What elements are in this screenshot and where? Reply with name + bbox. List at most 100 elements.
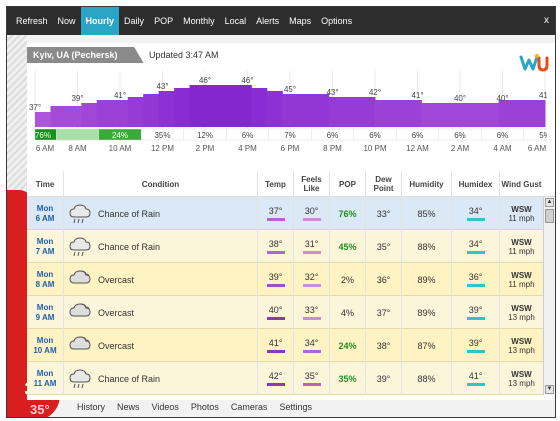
temp-label: 40° [454, 94, 466, 103]
column-header-feels[interactable]: Feels Like [293, 171, 329, 197]
menu-options[interactable]: Options [321, 16, 353, 26]
pop-value: 45% [338, 241, 357, 252]
menu-hourly[interactable]: Hourly [80, 7, 120, 35]
location-label[interactable]: Kyiv, UA (Pechersk) [27, 47, 144, 63]
cell-cond: Overcast [63, 296, 257, 329]
table-header: Time Condition Temp Feels Like POP Dew Point H… [27, 171, 555, 197]
menu-local[interactable]: Local [224, 16, 247, 26]
pop-value: 2% [340, 274, 354, 285]
row-time: 9 AM [35, 312, 55, 322]
column-header-time[interactable]: Time [35, 179, 55, 189]
table-row[interactable]: Mon 6 AM Chance of Rain 37° 30° 76% 33° 85% 34° W… [27, 197, 543, 230]
wu-logo-icon [519, 54, 549, 72]
pop-cell [56, 128, 99, 141]
menu-maps[interactable]: Maps [289, 16, 312, 26]
temp-swatch [266, 218, 285, 221]
nav-cameras[interactable]: Cameras [230, 402, 268, 412]
humidity-value: 89% [417, 274, 436, 285]
cell-hum: 89% [401, 296, 451, 329]
cell-hum: 85% [401, 197, 451, 230]
current-feels-like: 35° [30, 402, 50, 417]
scroll-down-icon[interactable]: ▼ [545, 385, 554, 394]
pop-label: 7% [284, 131, 296, 140]
time-label: 2 PM [196, 144, 215, 153]
time-label: 2 AM [451, 144, 470, 153]
column-header-hum[interactable]: Humidity [401, 171, 451, 197]
nav-photos[interactable]: Photos [190, 402, 219, 412]
nav-news[interactable]: News [117, 402, 140, 412]
time-label: 6 PM [281, 144, 300, 153]
cell-wind: WSW 11 mph [499, 263, 543, 296]
cell-time: Mon 8 AM [27, 263, 63, 296]
humidex-value: 39° [468, 338, 483, 348]
cell-wind: WSW 11 mph [499, 230, 543, 263]
scroll-up-icon[interactable]: ▲ [545, 198, 554, 207]
column-header-humidex[interactable]: Humidex [451, 171, 499, 197]
cell-time: Mon 6 AM [27, 197, 63, 230]
feels-value: 33° [304, 305, 319, 315]
temp-value: 37° [268, 206, 283, 216]
nav-settings[interactable]: Settings [279, 402, 312, 412]
pop-value: 35% [338, 373, 357, 384]
menu-now[interactable]: Now [57, 16, 76, 26]
table-row[interactable]: Mon 7 AM Chance of Rain 38° 31° 45% 35° 88% 34° W… [27, 230, 543, 263]
menu-refresh[interactable]: Refresh [16, 16, 48, 26]
table-row[interactable]: Mon 9 AM Overcast 40° 33° 4% 37° 89% 39° WSW 13 mp… [27, 296, 543, 329]
wind-gust: 13 mph [508, 345, 535, 355]
cell-feels: 31° [293, 230, 329, 263]
humidex-swatch [466, 350, 485, 353]
temp-bar [421, 103, 438, 127]
table-row[interactable]: Mon 8 AM Overcast 39° 32° 2% 36° 89% 36° WSW 11 mp… [27, 263, 543, 296]
temp-bar [344, 97, 361, 127]
humidity-value: 88% [417, 241, 436, 252]
humidity-value: 89% [417, 307, 436, 318]
temp-bar [158, 91, 175, 127]
temp-label: 46° [199, 76, 211, 85]
cell-cond: Chance of Rain [63, 362, 257, 395]
humidex-value: 34° [468, 239, 483, 249]
cell-wind: WSW 13 mph [499, 329, 543, 362]
column-header-cond[interactable]: Condition [63, 171, 257, 197]
temp-label: 41° [114, 91, 126, 100]
nav-videos[interactable]: Videos [151, 402, 179, 412]
table-row[interactable]: Mon 11 AM Chance of Rain 42° 35° 35% 39° 88% 41°… [27, 362, 543, 395]
close-button[interactable]: x [544, 15, 549, 26]
temp-bar [35, 112, 51, 127]
condition-text: Overcast [98, 274, 135, 285]
scrollbar[interactable]: ▲ ▼ [543, 197, 555, 395]
feels-swatch [302, 251, 321, 254]
temp-bar [529, 100, 546, 127]
row-time: 8 AM [35, 279, 55, 289]
wind-direction: WSW [511, 336, 532, 346]
temp-bar [375, 100, 391, 127]
menu-monthly[interactable]: Monthly [183, 16, 215, 26]
temp-bar [174, 88, 191, 127]
temp-value: 41° [268, 338, 283, 348]
row-day: Mon [36, 203, 54, 213]
feels-swatch [302, 284, 321, 287]
cell-dew: 39° [365, 362, 401, 395]
row-time: 10 AM [33, 345, 57, 355]
condition-text: Overcast [98, 307, 135, 318]
time-label: 10 AM [109, 144, 132, 153]
cell-feels: 33° [293, 296, 329, 329]
column-header-pop[interactable]: POP [329, 171, 365, 197]
menu-alerts[interactable]: Alerts [256, 16, 280, 26]
column-header-dew[interactable]: Dew Point [365, 171, 401, 197]
cell-temp: 42° [257, 362, 293, 395]
scroll-thumb[interactable] [545, 209, 554, 223]
humidex-swatch [466, 251, 485, 254]
temp-swatch [266, 284, 285, 287]
cell-temp: 41° [257, 329, 293, 362]
condition-text: Overcast [98, 340, 135, 351]
temp-label: 37° [29, 103, 41, 112]
menu-pop[interactable]: POP [154, 16, 174, 26]
nav-history[interactable]: History [77, 402, 106, 412]
table-row[interactable]: Mon 10 AM Overcast 41° 34° 24% 38° 87% 39° WSW 13 … [27, 329, 543, 362]
column-header-temp[interactable]: Temp [257, 171, 293, 197]
row-day: Mon [36, 269, 54, 279]
menu-daily[interactable]: Daily [124, 16, 145, 26]
column-header-wind[interactable]: Wind Gust [499, 171, 543, 197]
cell-dew: 33° [365, 197, 401, 230]
temp-bar [81, 103, 98, 127]
